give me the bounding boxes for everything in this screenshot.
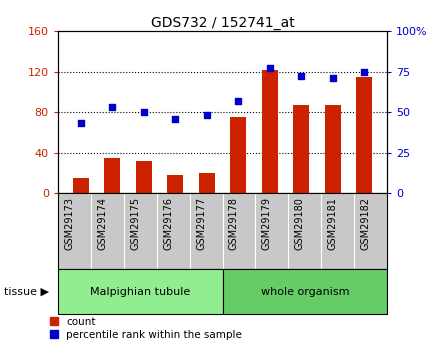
Legend: count, percentile rank within the sample: count, percentile rank within the sample: [50, 317, 242, 340]
Text: GSM29182: GSM29182: [361, 197, 371, 250]
Text: GSM29176: GSM29176: [163, 197, 173, 250]
Bar: [136, 161, 152, 193]
Bar: [356, 77, 372, 193]
Bar: [231, 117, 246, 193]
Title: GDS732 / 152741_at: GDS732 / 152741_at: [150, 16, 295, 30]
Text: GSM29181: GSM29181: [328, 197, 338, 250]
Text: Malpighian tubule: Malpighian tubule: [90, 287, 190, 296]
Text: GSM29173: GSM29173: [65, 197, 74, 250]
Bar: [73, 178, 89, 193]
Text: GSM29177: GSM29177: [196, 197, 206, 250]
Bar: [58, 269, 222, 314]
Point: [172, 116, 179, 121]
Bar: [222, 269, 387, 314]
Point: [266, 66, 273, 71]
Bar: [293, 105, 309, 193]
Text: GSM29180: GSM29180: [295, 197, 305, 250]
Point: [298, 74, 305, 79]
Bar: [325, 105, 341, 193]
Bar: [104, 158, 120, 193]
Point: [77, 121, 84, 126]
Point: [235, 98, 242, 104]
Point: [361, 69, 368, 74]
Point: [203, 112, 210, 118]
Text: GSM29174: GSM29174: [97, 197, 107, 250]
Text: whole organism: whole organism: [261, 287, 349, 296]
Bar: [262, 70, 278, 193]
Text: tissue ▶: tissue ▶: [4, 287, 49, 296]
Point: [109, 105, 116, 110]
Point: [329, 75, 336, 81]
Point: [140, 109, 147, 115]
Text: GSM29178: GSM29178: [229, 197, 239, 250]
Text: GSM29175: GSM29175: [130, 197, 140, 250]
Bar: [167, 175, 183, 193]
Bar: [199, 173, 214, 193]
Text: GSM29179: GSM29179: [262, 197, 272, 250]
